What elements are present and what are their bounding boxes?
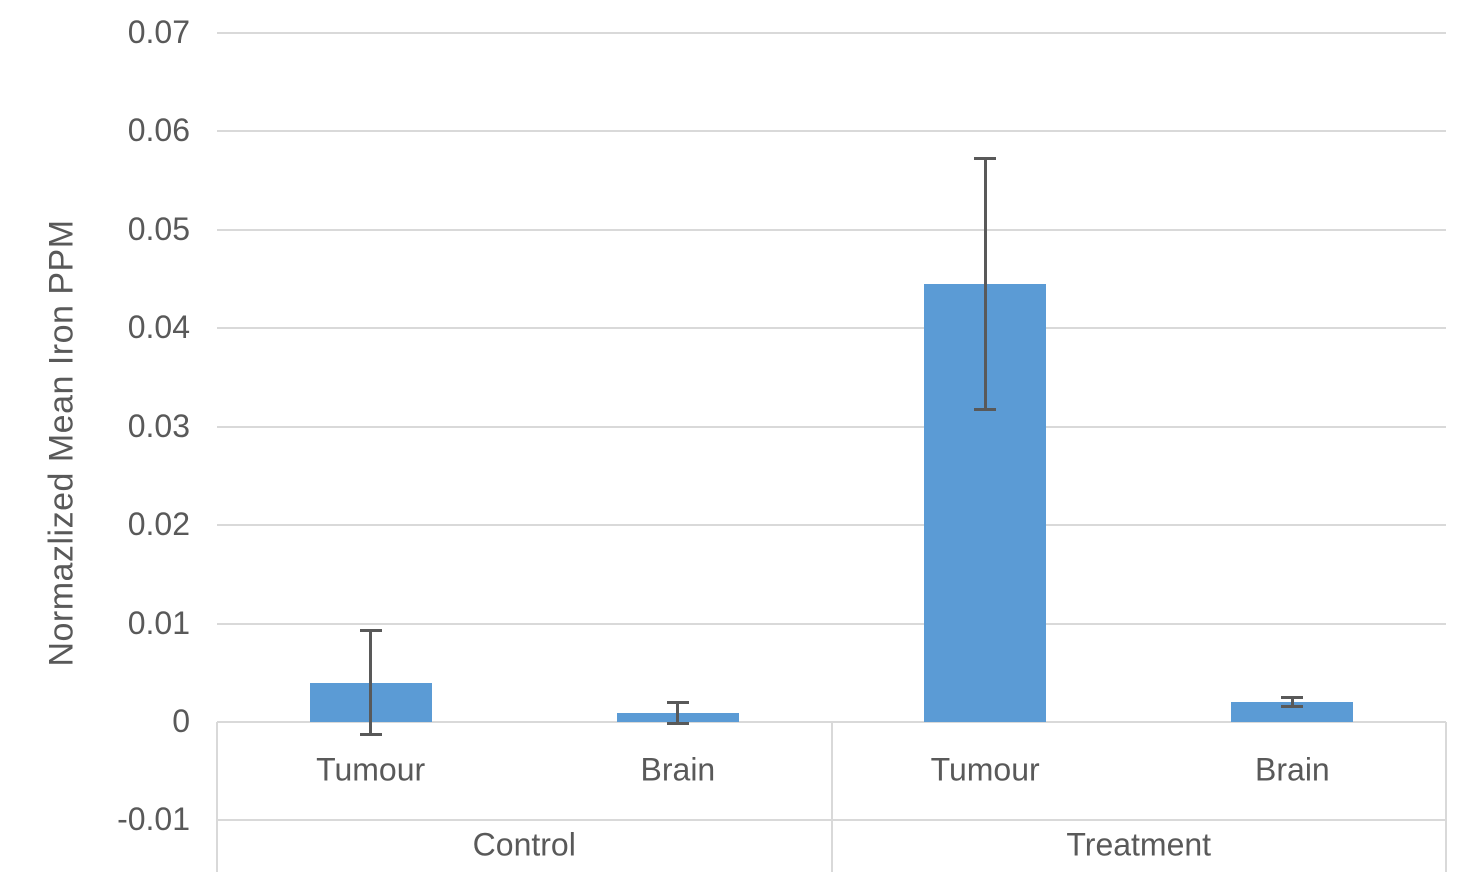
category-box-divider	[830, 722, 833, 872]
gridline	[217, 524, 1446, 527]
y-tick-label: -0.01	[117, 801, 190, 838]
category-label: Tumour	[930, 751, 1040, 788]
gridline	[217, 425, 1446, 428]
gridline	[217, 327, 1446, 330]
gridline	[217, 130, 1446, 133]
gridline	[217, 228, 1446, 231]
gridline	[217, 31, 1446, 34]
category-label: Brain	[1255, 751, 1330, 788]
y-tick-label: 0.05	[127, 210, 190, 247]
group-label: Control	[472, 826, 576, 863]
error-bar-cap-top	[974, 156, 997, 160]
gridline	[217, 622, 1446, 625]
error-bar-line	[369, 630, 373, 735]
error-bar-line	[676, 702, 680, 724]
y-tick-label: 0.01	[127, 604, 190, 641]
error-bar-line	[983, 157, 987, 410]
category-label: Brain	[640, 751, 716, 788]
y-tick-label: 0.07	[127, 13, 190, 50]
group-label: Treatment	[1066, 826, 1212, 863]
error-bar-cap-bottom	[974, 407, 997, 411]
error-bar-line	[1290, 697, 1294, 708]
y-tick-label: 0.03	[127, 407, 190, 444]
y-tick-label: 0.02	[127, 505, 190, 542]
y-tick-label: 0	[172, 702, 190, 739]
error-bar-cap-top	[359, 629, 382, 633]
y-tick-label: 0.04	[127, 309, 190, 346]
error-bar-cap-bottom	[359, 732, 382, 736]
error-bar-cap-top	[1281, 696, 1304, 700]
category-box-divider	[1445, 722, 1447, 872]
y-tick-label: 0.06	[127, 112, 190, 149]
bar-treatment-brain	[1231, 702, 1354, 722]
category-label: Tumour	[316, 751, 426, 788]
error-bar-cap-bottom	[666, 721, 689, 725]
error-bar-cap-top	[666, 701, 689, 705]
error-bar-cap-bottom	[1281, 705, 1304, 709]
category-box-edge	[216, 722, 218, 872]
